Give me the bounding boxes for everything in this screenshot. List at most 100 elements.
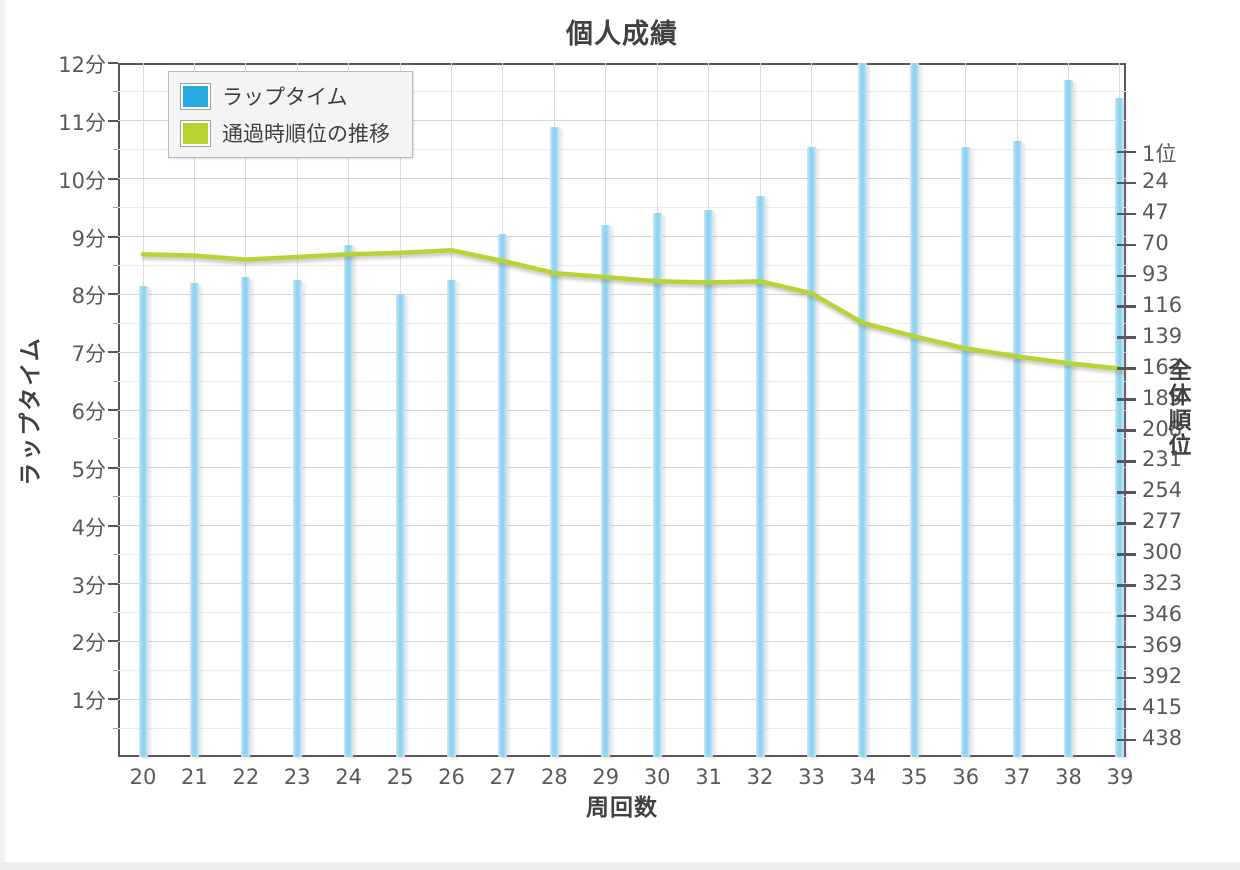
legend: ラップタイム 通過時順位の推移 (168, 71, 413, 158)
gridline-h-minor (118, 496, 1126, 498)
y-axis-right-tick (1117, 181, 1136, 185)
y-axis-right-tick (1117, 676, 1136, 680)
y-tick-label-left: 12分 (58, 53, 106, 77)
y-axis-left-minor-tick (113, 554, 118, 556)
y-axis-left-tick (108, 62, 118, 64)
y-tick-label-right: 208 (1142, 416, 1183, 441)
y-tick-label-left: 8分 (71, 284, 106, 309)
lap-time-bar-26 (447, 279, 457, 757)
y-axis-right-tick (1117, 336, 1136, 339)
y-tick-label-right: 162 (1142, 354, 1183, 379)
gridline-h-major (118, 583, 1126, 584)
y-axis-right-tick (1117, 491, 1136, 494)
y-tick-label-right: 346 (1142, 602, 1183, 627)
x-tick-label: 31 (695, 765, 722, 789)
gridline-h-major (118, 236, 1126, 237)
y-tick-label-right: 93 (1142, 261, 1169, 286)
chart-title: 個人成績 (566, 19, 678, 50)
y-axis-left-tick (108, 409, 118, 411)
y-tick-label-right: 254 (1142, 478, 1183, 503)
lap-time-bar-22 (241, 276, 251, 757)
lap-time-bar-32 (755, 196, 765, 757)
y-tick-label-right: 277 (1142, 509, 1183, 534)
x-tick-label: 38 (1055, 765, 1082, 789)
gridline-h-minor (118, 380, 1126, 382)
y-tick-label-left: 3分 (71, 573, 106, 598)
y-axis-right-tick (1117, 274, 1136, 278)
y-axis-left-minor-tick (113, 207, 118, 209)
lap-time-bar-31 (704, 210, 714, 757)
gridline-h-minor (118, 207, 1126, 209)
x-tick-label: 23 (283, 765, 311, 789)
lap-time-bar-29 (601, 224, 611, 757)
y-tick-label-right: 139 (1142, 323, 1183, 348)
gridline-h-minor (118, 149, 1126, 151)
gridline-h-major (118, 178, 1126, 180)
page-left-edge (0, 0, 5, 870)
x-tick-label: 32 (746, 765, 774, 789)
x-tick-label: 26 (438, 765, 465, 789)
y-axis-left-tick (108, 177, 118, 180)
legend-label-lap-time: ラップタイム (222, 85, 348, 109)
gridline-h-major (118, 467, 1126, 469)
y-axis-right-tick (1117, 553, 1136, 556)
x-tick-label: 25 (386, 765, 414, 789)
y-tick-label-right: 24 (1142, 168, 1169, 193)
y-tick-label-right: 438 (1142, 726, 1183, 750)
gridline-h-major (118, 640, 1126, 642)
y-axis-right-tick (1117, 645, 1136, 649)
y-tick-label-right: 47 (1142, 199, 1169, 224)
lap-time-bar-37 (1012, 141, 1022, 757)
y-axis-right-title: 全体順位 (1164, 358, 1190, 458)
y-axis-right-tick (1117, 522, 1136, 525)
y-axis-left-tick (108, 466, 118, 469)
legend-label-rank: 通過時順位の推移 (222, 122, 390, 146)
y-tick-label-left: 11分 (58, 110, 106, 135)
y-axis-left-minor-tick (113, 438, 118, 440)
y-tick-label-right: 231 (1142, 447, 1183, 472)
legend-item-lap-time: ラップタイム (180, 81, 390, 111)
y-axis-left-tick (108, 582, 118, 585)
y-tick-label-right: 369 (1142, 633, 1183, 658)
lap-time-bar-39 (1115, 97, 1125, 757)
lap-time-bar-24 (344, 245, 354, 757)
gridline-h-major (118, 409, 1126, 411)
y-axis-left-minor-tick (113, 149, 118, 151)
gridline-h-minor (118, 91, 1126, 93)
y-axis-right-tick (1117, 614, 1136, 618)
y-axis-left-tick (108, 640, 118, 643)
y-tick-label-left: 6分 (71, 400, 106, 424)
y-axis-left-tick (108, 119, 118, 122)
y-axis-right-tick (1117, 460, 1136, 463)
y-axis-right-tick (1117, 738, 1136, 742)
x-tick-label: 39 (1106, 765, 1134, 789)
lap-time-bar-25 (395, 294, 405, 757)
gridline-h-major (118, 293, 1126, 295)
y-axis-left-tick (108, 524, 118, 527)
lap-time-bar-35 (909, 63, 919, 757)
y-axis-right-tick (1117, 367, 1136, 370)
y-axis-left-minor-tick (113, 91, 118, 93)
x-tick-label: 21 (181, 765, 208, 789)
x-axis-title: 周回数 (586, 795, 658, 821)
y-tick-label-right: 415 (1142, 695, 1183, 720)
y-tick-label-left: 4分 (71, 515, 106, 540)
gridline-h-major (118, 120, 1126, 122)
gridline-h-major (118, 525, 1126, 527)
legend-item-rank: 通過時順位の推移 (180, 118, 390, 148)
x-tick-label: 33 (798, 765, 825, 789)
y-tick-label-left: 2分 (71, 631, 106, 656)
gridline-h-major (118, 351, 1126, 353)
page-bottom-strip (0, 862, 1240, 870)
gridline-h-minor (118, 611, 1126, 613)
x-tick-label: 37 (1003, 765, 1031, 789)
rank-line (140, 247, 1123, 371)
gridline-h-minor (118, 264, 1126, 266)
lap-time-bar-30 (652, 213, 662, 757)
x-tick-label: 24 (335, 765, 363, 789)
y-axis-right-tick (1117, 212, 1136, 216)
y-tick-label-right: 70 (1142, 230, 1169, 255)
gridline-h-minor (118, 669, 1126, 671)
y-tick-label-right: 392 (1142, 664, 1183, 689)
